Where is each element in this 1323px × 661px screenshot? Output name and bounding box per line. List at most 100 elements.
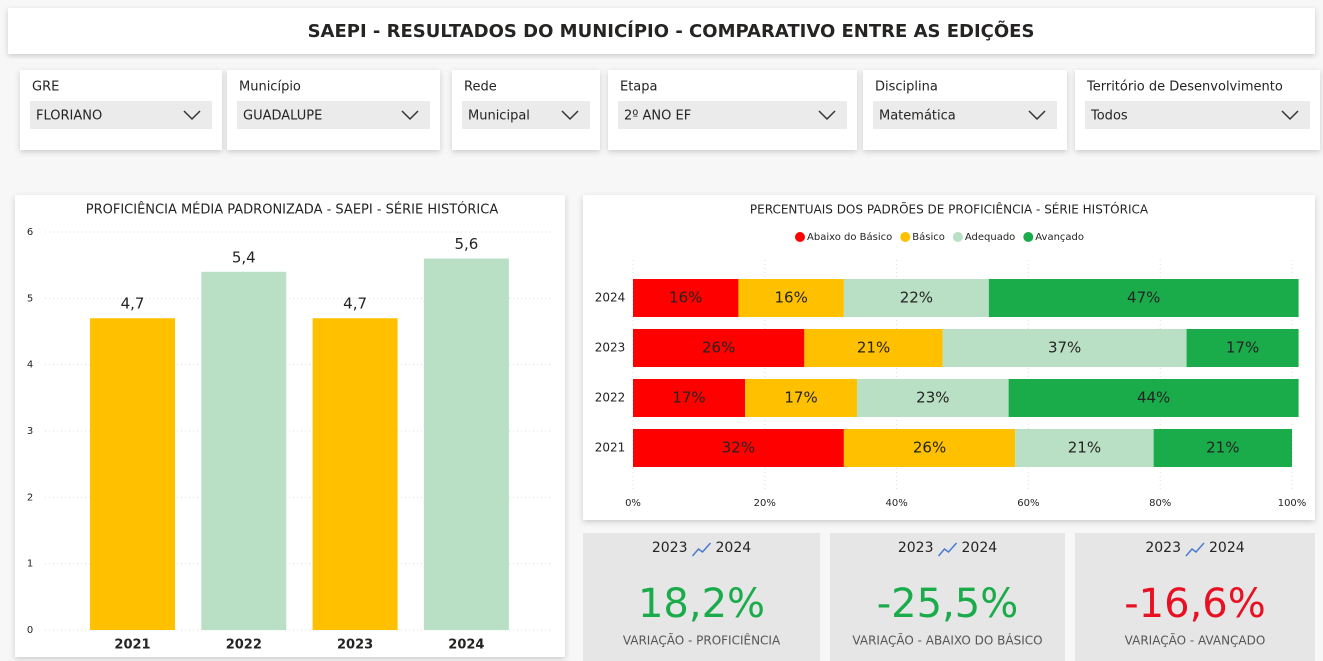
trend-icon [1185,542,1205,557]
bar-segment [843,429,1016,467]
chevron-icon [183,110,201,121]
y-tick-label: 3 [27,426,33,437]
bar [423,258,509,630]
filter-value[interactable]: Todos [1090,109,1128,124]
data-label: 16% [669,289,702,307]
chevron-icon [818,110,836,121]
bar [201,271,287,630]
x-tick-label: 2023 [337,638,373,653]
data-label: 5,4 [232,248,256,266]
kpi-label: VARIAÇÃO - PROFICIÊNCIA [623,633,781,648]
data-label: 17% [1226,339,1259,357]
kpi-card [1075,533,1315,661]
bar-segment [1008,379,1299,417]
filter-dropdown[interactable] [30,101,212,129]
data-label: 32% [722,439,755,457]
legend-swatch [795,232,805,242]
x-tick-label: 100% [1278,498,1307,509]
filter-label: Etapa [620,80,658,95]
chevron-icon [1281,110,1299,121]
y-tick-label: 2 [27,492,33,503]
kpi-label: VARIAÇÃO - AVANÇADO [1125,633,1266,648]
title-bar [8,8,1315,54]
bar-segment [942,329,1187,367]
filter-value[interactable]: GUADALUPE [243,109,322,124]
x-tick-label: 2021 [114,638,150,653]
y-tick-label: 2023 [595,341,626,355]
chart-title: PROFICIÊNCIA MÉDIA PADRONIZADA - SAEPI -… [86,202,499,218]
x-tick-label: 2024 [448,638,484,653]
filter-value[interactable]: FLORIANO [36,109,102,124]
data-label: 23% [916,389,949,407]
filter-dropdown[interactable] [873,101,1057,129]
data-label: 17% [672,389,705,407]
kpi-value: -25,5% [877,581,1019,627]
filter-label: Território de Desenvolvimento [1086,80,1283,95]
chevron-icon [401,110,419,121]
filter-dropdown[interactable] [618,101,847,129]
data-label: 21% [1206,439,1239,457]
data-label: 17% [784,389,817,407]
y-tick-label: 4 [27,360,33,371]
bar-segment [633,379,746,417]
kpi-to: 2024 [1209,540,1245,556]
chevron-icon [1028,110,1046,121]
filter-dropdown[interactable] [237,101,430,129]
filter-label: GRE [32,80,59,95]
y-tick-label: 6 [27,227,33,238]
data-label: 47% [1127,289,1160,307]
bar-segment [804,329,943,367]
bar [90,318,175,630]
y-tick-label: 2022 [595,391,626,405]
x-tick-label: 20% [754,498,776,509]
filter-label: Rede [464,80,497,95]
trend-icon [691,542,712,557]
filter-value[interactable]: Matemática [879,109,956,124]
kpi-label: VARIAÇÃO - ABAIXO DO BÁSICO [852,633,1042,648]
filter-dropdown[interactable] [462,101,590,129]
filter-label: Disciplina [875,80,938,95]
legend-swatch [900,232,911,242]
y-tick-label: 2024 [595,291,626,305]
x-tick-label: 80% [1149,498,1171,509]
x-tick-label: 40% [885,498,907,509]
filter-value[interactable]: 2º ANO EF [624,109,691,124]
kpi-card [583,533,820,661]
bar-segment [988,279,1299,317]
data-label: 5,6 [454,235,478,253]
bar-segment [1153,429,1292,467]
bar-segment [1186,329,1299,367]
y-tick-label: 1 [27,559,33,570]
chart-title: PERCENTUAIS DOS PADRÕES DE PROFICIÊNCIA … [750,202,1149,217]
kpi-from: 2023 [898,540,934,556]
filter-value[interactable]: Municipal [468,109,530,124]
legend-label: Básico [912,231,945,243]
x-tick-label: 2022 [226,638,262,653]
data-label: 26% [913,439,946,457]
y-tick-label: 0 [27,625,33,636]
page-title: SAEPI - RESULTADOS DO MUNICÍPIO - COMPAR… [308,19,1035,42]
data-label: 37% [1048,339,1081,357]
chevron-icon [561,110,579,121]
kpi-card [830,533,1065,661]
data-label: 16% [774,289,807,307]
trend-icon [937,542,958,557]
data-label: 44% [1137,389,1170,407]
legend-label: Avançado [1035,232,1084,243]
filter-label: Município [239,80,301,95]
data-label: 21% [1068,439,1101,457]
bar-segment [633,329,805,367]
kpi-from: 2023 [652,540,688,556]
bar-segment [633,279,739,317]
legend-swatch [952,232,963,242]
bar-segment [1015,429,1154,467]
kpi-to: 2024 [962,540,998,556]
legend-swatch [1023,232,1034,242]
x-tick-label: 0% [625,498,641,509]
filter-dropdown[interactable] [1085,101,1310,129]
kpi-to: 2024 [716,540,752,556]
data-label: 4,7 [343,295,367,313]
legend-label: Abaixo do Básico [807,231,892,243]
bar [312,318,398,630]
